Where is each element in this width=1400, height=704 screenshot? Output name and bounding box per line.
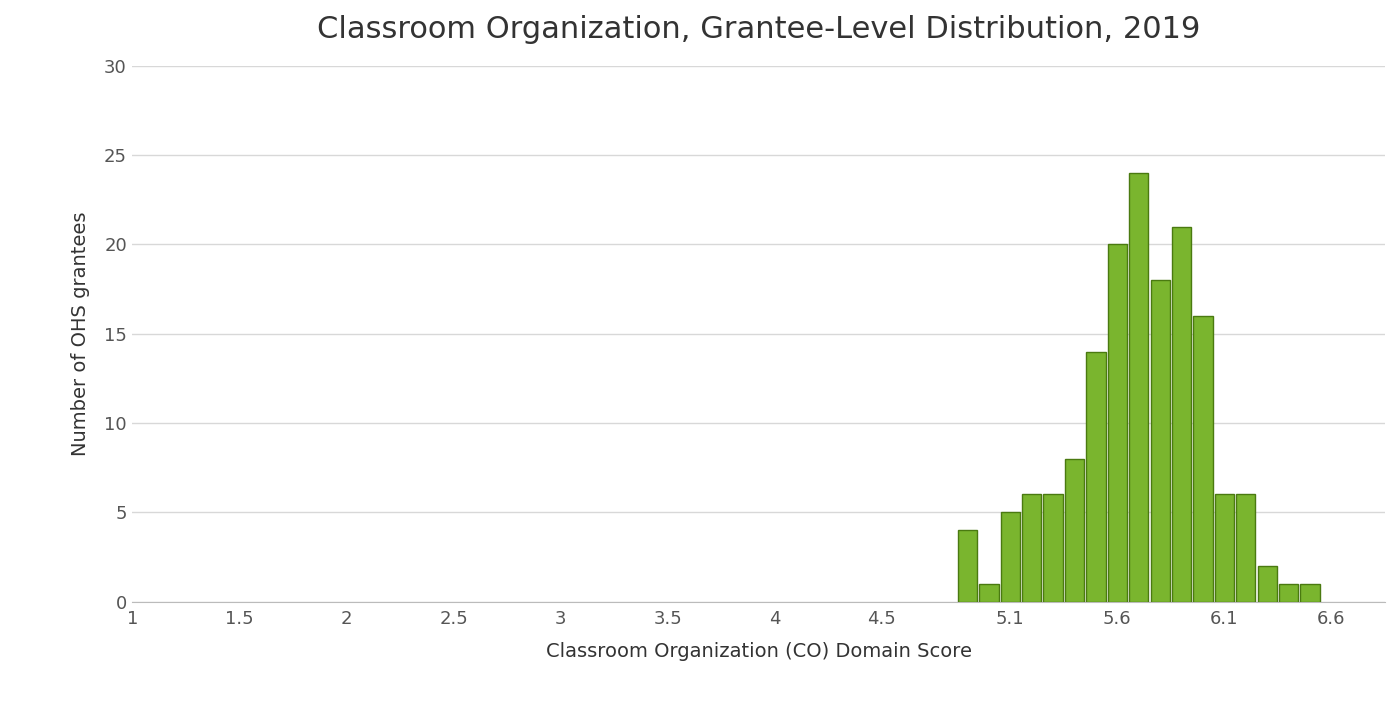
Bar xyxy=(1022,494,1042,602)
Bar xyxy=(1130,173,1148,602)
Bar xyxy=(1172,227,1191,602)
Bar xyxy=(1151,280,1170,602)
Bar xyxy=(1065,459,1084,602)
Bar xyxy=(1107,244,1127,602)
Y-axis label: Number of OHS grantees: Number of OHS grantees xyxy=(71,211,90,456)
Bar xyxy=(1193,316,1212,602)
Bar xyxy=(1236,494,1256,602)
Bar xyxy=(958,530,977,602)
Bar xyxy=(1086,351,1106,602)
X-axis label: Classroom Organization (CO) Domain Score: Classroom Organization (CO) Domain Score xyxy=(546,642,972,661)
Bar xyxy=(979,584,998,602)
Bar xyxy=(1215,494,1233,602)
Title: Classroom Organization, Grantee-Level Distribution, 2019: Classroom Organization, Grantee-Level Di… xyxy=(316,15,1200,44)
Bar xyxy=(1280,584,1298,602)
Bar xyxy=(1257,566,1277,602)
Bar xyxy=(1301,584,1320,602)
Bar xyxy=(1001,513,1021,602)
Bar xyxy=(1043,494,1063,602)
